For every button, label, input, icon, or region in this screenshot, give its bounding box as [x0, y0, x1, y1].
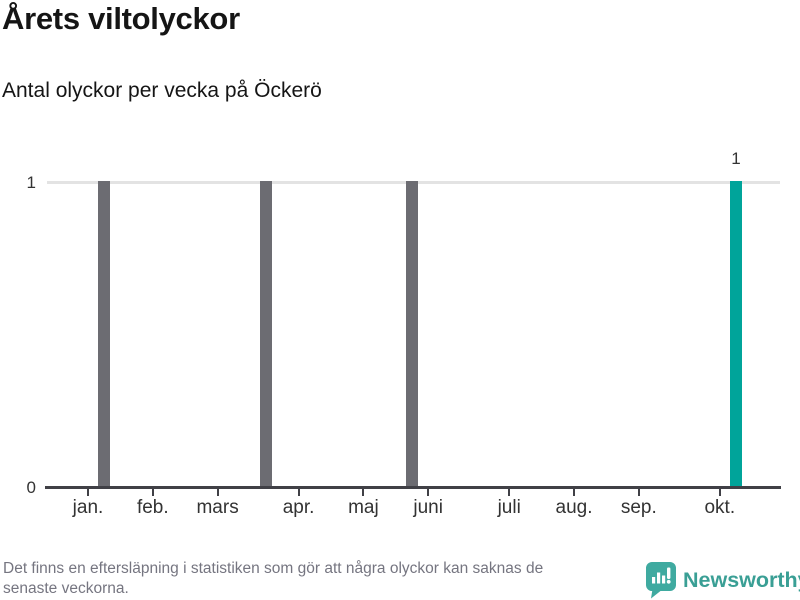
footnote-line-1: Det finns en eftersläpning i statistiken… — [3, 560, 544, 577]
x-axis-tick-juli — [508, 488, 511, 496]
x-axis-tick-jan — [87, 488, 89, 496]
bar-week-2 — [98, 181, 111, 486]
footnote-line-2: senaste veckorna. — [3, 580, 129, 597]
newsworthy-bubble-bar-chart-icon — [646, 562, 676, 599]
bar-highlight-week-41 — [730, 181, 742, 486]
x-axis-label-aug: aug. — [555, 497, 593, 518]
x-axis-tick-aug — [573, 488, 575, 496]
x-axis-label-okt: okt. — [704, 497, 736, 518]
x-axis-label-mars: mars — [196, 497, 239, 518]
newsworthy-logo-text: Newsworthy — [683, 568, 800, 592]
x-axis-tick-okt — [718, 488, 721, 496]
x-axis-label-apr: apr. — [282, 497, 315, 518]
x-axis-tick-sep — [637, 488, 640, 496]
x-axis-label-sep: sep. — [620, 497, 657, 518]
x-axis-label-maj: maj — [348, 497, 379, 518]
chart-subtitle: Antal olyckor per vecka på Öckerö — [2, 79, 322, 102]
bar-week-21 — [406, 181, 418, 486]
plot-area: 0 1 jan. feb. mars apr. maj juni juli aug. sep. okt… — [0, 140, 800, 540]
bar-value-label: 1 — [731, 149, 741, 168]
x-axis-label-jan: jan. — [72, 497, 104, 518]
footnote: Det finns en eftersläpning i statistiken… — [3, 559, 543, 599]
x-axis-tick-juni — [427, 488, 430, 496]
x-axis-tick-feb — [151, 488, 154, 496]
x-axis-tick-apr — [297, 488, 300, 496]
y-axis-label-0: 0 — [26, 477, 36, 497]
x-axis-label-juli: juli — [497, 497, 521, 518]
chart-title: Årets viltolyckor — [2, 1, 240, 36]
x-axis-tick-mars — [216, 488, 219, 496]
x-axis-label-juni: juni — [413, 497, 443, 518]
x-axis-tick-maj — [362, 488, 365, 496]
x-axis-line — [45, 486, 781, 489]
x-axis-label-feb: feb. — [136, 497, 169, 518]
bar-week-12 — [260, 181, 273, 486]
y-axis-label-1: 1 — [26, 172, 36, 192]
newsworthy-logo: Newsworthy — [644, 560, 800, 600]
